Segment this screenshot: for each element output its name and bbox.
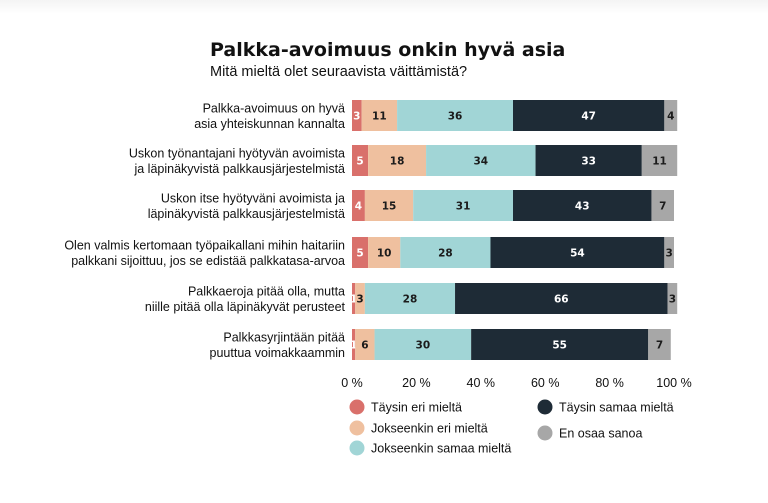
data-label: 11 bbox=[652, 156, 667, 168]
data-label: 1 bbox=[350, 294, 357, 306]
legend-label: Jokseenkin samaa mieltä bbox=[371, 442, 511, 456]
data-label: 43 bbox=[575, 201, 590, 213]
bar-segment bbox=[355, 329, 375, 360]
data-label: 5 bbox=[356, 248, 363, 260]
legend-label: Täysin eri mieltä bbox=[371, 401, 462, 415]
bar-segment bbox=[664, 237, 674, 268]
bar-segment bbox=[364, 283, 456, 314]
bar-segment bbox=[368, 145, 427, 176]
bar-segment bbox=[352, 190, 365, 221]
bar-segment bbox=[352, 100, 362, 131]
data-label: 28 bbox=[438, 248, 453, 260]
category-label: niille pitää olla läpinäkyvät perusteet bbox=[145, 300, 346, 314]
data-label: 54 bbox=[570, 248, 585, 260]
bar-segment bbox=[513, 190, 652, 221]
legend-swatch bbox=[349, 420, 365, 436]
data-label: 3 bbox=[353, 111, 360, 123]
legend-swatch bbox=[349, 399, 365, 415]
data-label: 34 bbox=[473, 156, 488, 168]
x-tick-label: 80 % bbox=[595, 376, 624, 390]
data-label: 4 bbox=[667, 111, 674, 123]
legend-swatch bbox=[537, 399, 553, 415]
bar-segment bbox=[374, 329, 472, 360]
bar-segment bbox=[352, 237, 369, 268]
bar-segment bbox=[368, 237, 401, 268]
bar-segment bbox=[641, 145, 678, 176]
chart-subtitle: Mitä mieltä olet seuraavista väittämistä… bbox=[210, 64, 467, 80]
category-label: palkkani sijoittuu, jos se edistää palkk… bbox=[71, 254, 345, 268]
legend: Täysin eri mieltä Täysin samaa mieltä Joks… bbox=[349, 399, 674, 456]
data-label: 3 bbox=[669, 294, 676, 306]
bars-area: 3 11 36 47 45 18 34 33 114 15 31 43 75 10 28 54 31 3 28 66 3… bbox=[350, 100, 678, 360]
bar-segment bbox=[352, 283, 356, 314]
x-tick-label: 20 % bbox=[402, 376, 431, 390]
data-label: 33 bbox=[581, 156, 596, 168]
data-label: 3 bbox=[356, 294, 363, 306]
data-label: 5 bbox=[356, 156, 363, 168]
x-tick-label: 0 % bbox=[341, 376, 363, 390]
data-label: 6 bbox=[361, 340, 368, 352]
bar-segment bbox=[400, 237, 491, 268]
category-label: Uskon työnantajani hyötyvän avoimista bbox=[129, 147, 345, 161]
data-label: 15 bbox=[382, 201, 397, 213]
data-label: 3 bbox=[666, 248, 673, 260]
data-label: 10 bbox=[377, 248, 392, 260]
bar-segment bbox=[651, 190, 674, 221]
x-axis-ticks: 0 % 20 % 40 % 60 % 80 % 100 % bbox=[341, 376, 692, 390]
category-label: Olen valmis kertomaan työpaikallani mihi… bbox=[64, 239, 345, 253]
bar-segment bbox=[355, 283, 365, 314]
category-label: läpinäkyvistä palkkausjärjestelmistä bbox=[148, 207, 345, 221]
data-label: 18 bbox=[390, 156, 405, 168]
bar-segment bbox=[352, 145, 369, 176]
bar-segment bbox=[667, 283, 678, 314]
data-label: 7 bbox=[656, 340, 663, 352]
bar-segment bbox=[471, 329, 649, 360]
category-label: Palkkasyrjintään pitää bbox=[223, 331, 345, 345]
data-label: 7 bbox=[659, 201, 666, 213]
bar-segment bbox=[490, 237, 665, 268]
data-label: 28 bbox=[403, 294, 418, 306]
legend-swatch bbox=[537, 425, 553, 441]
category-label: Uskon itse hyötyväni avoimista ja bbox=[161, 192, 345, 206]
bar-segment bbox=[413, 190, 513, 221]
data-label: 66 bbox=[554, 294, 569, 306]
bar-segment bbox=[535, 145, 642, 176]
data-label: 4 bbox=[355, 201, 362, 213]
x-tick-label: 40 % bbox=[467, 376, 496, 390]
bar-segment bbox=[455, 283, 668, 314]
top-gradient-strip bbox=[0, 0, 768, 14]
data-label: 47 bbox=[581, 111, 596, 123]
bar-segment bbox=[364, 190, 414, 221]
category-label: Palkkaeroja pitää olla, mutta bbox=[188, 285, 345, 299]
data-label: 55 bbox=[552, 340, 567, 352]
data-label: 30 bbox=[416, 340, 431, 352]
data-label: 31 bbox=[456, 201, 471, 213]
data-label: 11 bbox=[372, 111, 387, 123]
bar-segment bbox=[361, 100, 398, 131]
bar-segment bbox=[513, 100, 665, 131]
legend-label: En osaa sanoa bbox=[559, 427, 642, 441]
bar-segment bbox=[397, 100, 513, 131]
data-label: 36 bbox=[448, 111, 463, 123]
category-label: Palkka-avoimuus on hyvä bbox=[203, 102, 345, 116]
chart-title: Palkka-avoimuus onkin hyvä asia bbox=[210, 39, 565, 61]
data-label: 1 bbox=[350, 340, 357, 352]
legend-label: Täysin samaa mieltä bbox=[559, 401, 674, 415]
x-tick-label: 60 % bbox=[531, 376, 560, 390]
bar-segment bbox=[426, 145, 536, 176]
category-label: ja läpinäkyvistä palkkausjärjestelmistä bbox=[133, 162, 345, 176]
category-label: asia yhteiskunnan kannalta bbox=[194, 117, 345, 131]
x-tick-label: 100 % bbox=[656, 376, 691, 390]
bar-segment bbox=[648, 329, 671, 360]
category-label: puuttua voimakkaammin bbox=[210, 346, 346, 360]
bar-segment bbox=[352, 329, 356, 360]
legend-swatch bbox=[349, 440, 365, 456]
legend-label: Jokseenkin eri mieltä bbox=[371, 422, 488, 436]
bar-segment bbox=[664, 100, 678, 131]
